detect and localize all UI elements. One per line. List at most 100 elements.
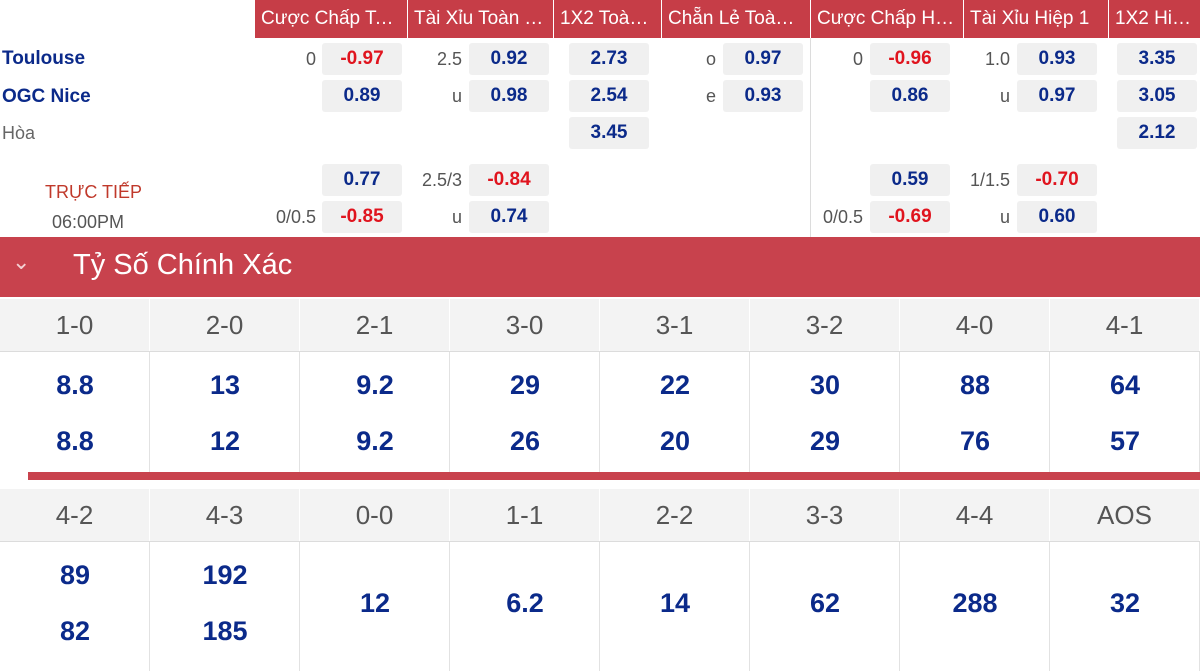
header-oddeven-ft[interactable]: Chẵn Lẻ Toàn Trận: [662, 0, 810, 38]
odds-button[interactable]: 0.77: [322, 164, 402, 196]
score-label: 3-2: [750, 299, 900, 351]
header-ou-ft[interactable]: Tài Xỉu Toàn Trận: [408, 0, 553, 38]
divider: [28, 472, 1200, 480]
odds-button[interactable]: 0.93: [1017, 43, 1097, 75]
handicap-line: 0: [852, 49, 863, 69]
odds-value[interactable]: 29: [809, 426, 841, 456]
score-label: 2-2: [600, 489, 750, 541]
odds-value[interactable]: 288: [952, 588, 998, 618]
odds-button[interactable]: 3.05: [1117, 80, 1197, 112]
team-home[interactable]: Toulouse: [2, 48, 86, 69]
handicap-line: 0/0.5: [275, 207, 316, 227]
score-cell: [450, 352, 600, 472]
exact-score-banner[interactable]: ⌄ Tỷ Số Chính Xác: [0, 237, 1200, 297]
score-cell: [0, 542, 150, 671]
odd-even-label: e: [705, 86, 716, 106]
score-label: 0-0: [300, 489, 450, 541]
odds-value[interactable]: 22: [659, 370, 691, 400]
odds-button[interactable]: 0.98: [469, 80, 549, 112]
match-time: 06:00PM: [52, 212, 125, 232]
handicap-line: 0: [305, 49, 316, 69]
score-header-row: [0, 299, 1200, 352]
odds-value[interactable]: 9.2: [356, 426, 394, 456]
header-handicap-h1[interactable]: Cược Chấp Hiệp 1: [811, 0, 963, 38]
ou-line: 2.5/3: [421, 170, 462, 190]
odds-value[interactable]: 64: [1109, 370, 1141, 400]
ou-line: 1/1.5: [969, 170, 1010, 190]
draw-label: Hòa: [2, 123, 36, 143]
odds-value[interactable]: 29: [509, 370, 541, 400]
score-label: AOS: [1050, 489, 1200, 541]
odds-button[interactable]: -0.84: [469, 164, 549, 196]
score-label: 4-1: [1050, 299, 1200, 351]
odds-button[interactable]: 2.54: [569, 80, 649, 112]
odds-value[interactable]: 88: [959, 370, 991, 400]
score-label: 4-3: [150, 489, 300, 541]
score-cell: [900, 352, 1050, 472]
odds-button[interactable]: 0.86: [870, 80, 950, 112]
team-away[interactable]: OGC Nice: [2, 86, 91, 107]
odds-value[interactable]: 8.8: [56, 426, 94, 456]
odds-button[interactable]: 3.35: [1117, 43, 1197, 75]
score-label: 4-4: [900, 489, 1050, 541]
odds-value[interactable]: 62: [809, 588, 841, 618]
odds-button[interactable]: 0.74: [469, 201, 549, 233]
odds-value[interactable]: 9.2: [356, 370, 394, 400]
odds-button[interactable]: 2.73: [569, 43, 649, 75]
odds-value[interactable]: 185: [202, 616, 248, 646]
ou-line: 1.0: [984, 49, 1010, 69]
odds-value[interactable]: 82: [59, 616, 91, 646]
odds-value[interactable]: 32: [1109, 588, 1141, 618]
odds-value[interactable]: 57: [1109, 426, 1141, 456]
odds-button[interactable]: 0.92: [469, 43, 549, 75]
score-label: 3-1: [600, 299, 750, 351]
odds-button[interactable]: 2.12: [1117, 117, 1197, 149]
score-label: 2-1: [300, 299, 450, 351]
odds-value[interactable]: 30: [809, 370, 841, 400]
score-cell: [750, 352, 900, 472]
odds-value[interactable]: 192: [202, 560, 248, 590]
odds-button[interactable]: -0.97: [322, 43, 402, 75]
score-cell: [900, 542, 1050, 671]
header-handicap-ft[interactable]: Cược Chấp Toàn Trận: [255, 0, 407, 38]
odds-value[interactable]: 14: [659, 588, 691, 618]
odds-button[interactable]: -0.85: [322, 201, 402, 233]
odds-value[interactable]: 6.2: [506, 588, 544, 618]
score-label: 4-0: [900, 299, 1050, 351]
odds-button[interactable]: 0.97: [1017, 80, 1097, 112]
odds-value[interactable]: 12: [209, 426, 241, 456]
score-label: 2-0: [150, 299, 300, 351]
odds-button[interactable]: -0.69: [870, 201, 950, 233]
odds-value[interactable]: 20: [659, 426, 691, 456]
odds-value[interactable]: 26: [509, 426, 541, 456]
divider: [810, 38, 811, 237]
odds-value[interactable]: 76: [959, 426, 991, 456]
header-1x2-ft[interactable]: 1X2 Toàn Trận: [554, 0, 661, 38]
score-label: 3-3: [750, 489, 900, 541]
odds-value[interactable]: 8.8: [56, 370, 94, 400]
odds-button[interactable]: 3.45: [569, 117, 649, 149]
odds-button[interactable]: -0.70: [1017, 164, 1097, 196]
odds-button[interactable]: 0.59: [870, 164, 950, 196]
score-header-row: [0, 489, 1200, 542]
odds-value[interactable]: 89: [59, 560, 91, 590]
odds-button[interactable]: -0.96: [870, 43, 950, 75]
header-1x2-h1[interactable]: 1X2 Hiệp 1: [1109, 0, 1200, 38]
odds-button[interactable]: 0.93: [723, 80, 803, 112]
header-ou-h1[interactable]: Tài Xỉu Hiệp 1: [964, 0, 1108, 38]
odds-button[interactable]: 0.60: [1017, 201, 1097, 233]
chevron-down-icon[interactable]: ⌄: [12, 249, 31, 274]
score-cell: [600, 352, 750, 472]
odds-value[interactable]: 13: [209, 370, 241, 400]
live-label: TRỰC TIẾP: [45, 182, 143, 202]
ou-label: u: [999, 86, 1010, 106]
score-cell: [300, 542, 450, 671]
odds-button[interactable]: 0.97: [723, 43, 803, 75]
odd-even-label: o: [705, 49, 716, 69]
ou-line: 2.5: [436, 49, 462, 69]
score-cell: [150, 542, 300, 671]
odds-value[interactable]: 12: [359, 588, 391, 618]
score-cell: [450, 542, 600, 671]
odds-button[interactable]: 0.89: [322, 80, 402, 112]
score-label: 4-2: [0, 489, 150, 541]
